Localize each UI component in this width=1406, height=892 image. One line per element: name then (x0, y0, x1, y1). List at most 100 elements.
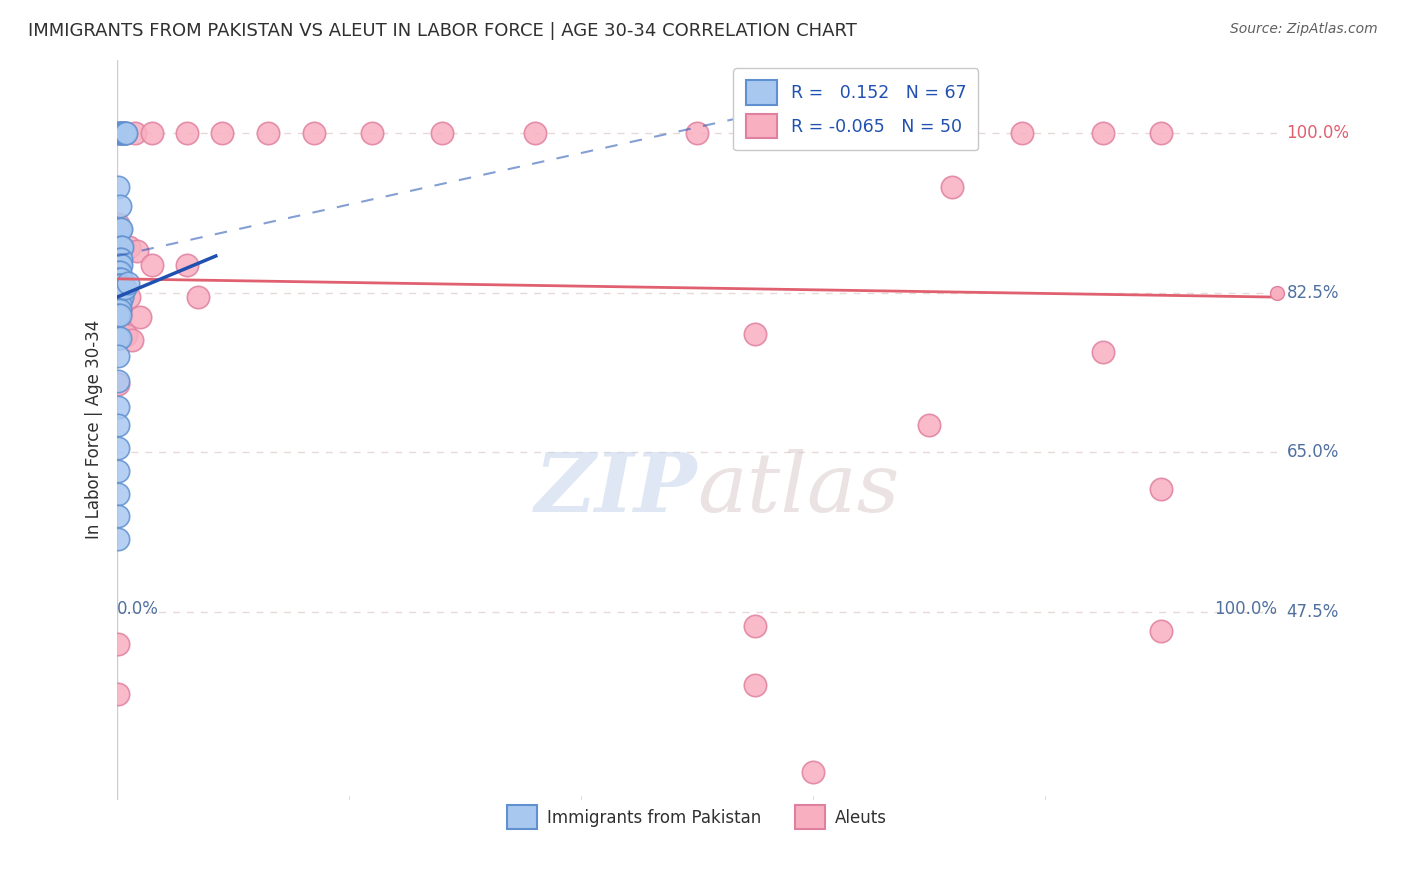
Point (176, 126, 198, 140)
Point (107, 258, 129, 272)
Point (918, 126, 941, 140)
Point (114, 281, 136, 295)
Point (107, 688, 129, 702)
Text: atlas: atlas (697, 449, 900, 529)
Point (107, 264, 129, 278)
Point (111, 290, 134, 304)
Point (108, 278, 131, 293)
Point (107, 637, 129, 651)
Text: 0.0%: 0.0% (117, 599, 159, 618)
Point (107, 302, 129, 317)
Point (107, 296, 129, 310)
Point (112, 126, 135, 140)
Point (115, 126, 138, 140)
Point (110, 252, 132, 266)
Point (1092, 345, 1115, 359)
Point (304, 126, 326, 140)
Text: Source: ZipAtlas.com: Source: ZipAtlas.com (1230, 22, 1378, 37)
Point (107, 321, 129, 335)
Point (107, 290, 129, 304)
Point (110, 258, 132, 272)
Point (108, 296, 131, 310)
Text: 82.5%: 82.5% (1286, 284, 1339, 301)
Point (110, 221, 132, 235)
Point (801, 765, 824, 780)
Point (107, 288, 129, 302)
Text: ZIP: ZIP (534, 449, 697, 529)
Point (108, 264, 131, 278)
Point (107, 350, 129, 364)
Point (121, 333, 143, 347)
Point (118, 240, 141, 254)
Point (111, 240, 134, 254)
Point (114, 126, 136, 140)
Point (107, 374, 129, 388)
Point (1011, 126, 1033, 140)
Point (111, 281, 134, 295)
Point (111, 288, 134, 302)
Point (1150, 126, 1173, 140)
Point (125, 244, 148, 259)
Point (115, 126, 138, 140)
Point (686, 126, 709, 140)
Point (107, 331, 129, 345)
Point (115, 328, 138, 343)
Point (941, 180, 963, 194)
Point (107, 309, 129, 323)
Point (108, 290, 131, 304)
Point (118, 290, 141, 304)
Point (110, 309, 132, 323)
Point (523, 126, 546, 140)
Text: IMMIGRANTS FROM PAKISTAN VS ALEUT IN LABOR FORCE | AGE 30-34 CORRELATION CHART: IMMIGRANTS FROM PAKISTAN VS ALEUT IN LAB… (28, 22, 858, 40)
Point (107, 272, 129, 286)
Point (111, 126, 134, 140)
Point (110, 240, 132, 254)
Text: 100.0%: 100.0% (1286, 124, 1350, 142)
Point (108, 302, 131, 317)
Point (107, 309, 129, 323)
Point (1092, 126, 1115, 140)
Point (141, 126, 163, 140)
Point (211, 126, 233, 140)
Point (107, 126, 129, 140)
Point (141, 258, 163, 272)
Point (108, 331, 131, 345)
Text: 47.5%: 47.5% (1286, 603, 1339, 621)
Point (117, 277, 139, 291)
Point (110, 290, 132, 304)
Point (107, 217, 129, 231)
Point (107, 532, 129, 546)
Point (111, 272, 134, 286)
Point (110, 278, 132, 293)
Point (107, 400, 129, 414)
Point (257, 126, 280, 140)
Point (129, 310, 152, 325)
Point (110, 279, 132, 293)
Point (107, 278, 129, 293)
Text: 100.0%: 100.0% (1215, 599, 1277, 618)
Point (108, 199, 131, 213)
Point (107, 441, 129, 455)
Point (108, 252, 131, 266)
Text: 65.0%: 65.0% (1286, 443, 1339, 461)
Point (361, 126, 384, 140)
Point (430, 126, 453, 140)
Legend: Immigrants from Pakistan, Aleuts: Immigrants from Pakistan, Aleuts (501, 798, 894, 836)
Point (124, 126, 146, 140)
Point (107, 126, 129, 140)
Point (744, 619, 766, 633)
Point (107, 464, 129, 478)
Point (801, 126, 824, 140)
Point (107, 486, 129, 500)
Point (107, 285, 129, 299)
Point (187, 290, 209, 304)
Point (107, 376, 129, 391)
Point (918, 417, 941, 432)
Point (108, 126, 131, 140)
Point (108, 285, 131, 299)
Point (744, 678, 766, 692)
Point (111, 126, 134, 140)
Point (108, 272, 131, 286)
Point (107, 417, 129, 432)
Point (744, 326, 766, 341)
